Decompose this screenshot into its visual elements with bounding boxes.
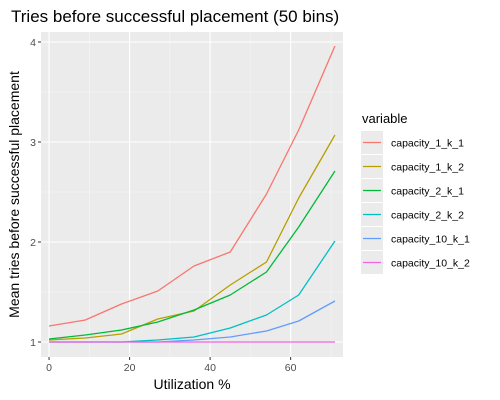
minor-gridlines: [41, 32, 343, 357]
legend-label: capacity_10_k_2: [391, 258, 470, 270]
legend-label: capacity_2_k_1: [391, 186, 464, 198]
x-axis-title: Utilization %: [153, 376, 230, 392]
legend-label: capacity_10_k_1: [391, 234, 470, 246]
legend-item: capacity_10_k_2: [361, 251, 470, 274]
x-tick-label: 0: [46, 362, 52, 374]
series-line-capacity-1-k-1: [48, 45, 336, 327]
legend-item: capacity_2_k_2: [361, 203, 464, 226]
legend-item: capacity_1_k_2: [361, 155, 464, 178]
legend-item: capacity_2_k_1: [361, 179, 464, 202]
y-tick-label: 3: [30, 137, 36, 149]
x-tick-label: 40: [204, 362, 216, 374]
legend-label: capacity_1_k_2: [391, 162, 464, 174]
series-line-capacity-1-k-2: [49, 134, 336, 341]
y-tick-label: 2: [30, 237, 36, 249]
y-tick-label: 4: [30, 37, 36, 49]
x-tick-label: 60: [285, 362, 297, 374]
legend-title: variable: [362, 111, 408, 126]
legend: variable capacity_1_k_1capacity_1_k_2cap…: [361, 111, 470, 274]
legend-label: capacity_1_k_1: [391, 138, 464, 150]
series-line-capacity-2-k-1: [48, 170, 336, 340]
y-axis-title: Mean tries before successful placement: [6, 71, 22, 318]
x-tick-label: 20: [124, 362, 136, 374]
legend-item: capacity_10_k_1: [361, 227, 470, 250]
y-tick-label: 1: [30, 337, 36, 349]
series-lines: [48, 45, 336, 343]
chart-title: Tries before successful placement (50 bi…: [11, 7, 339, 26]
plot-panel: [41, 32, 343, 357]
legend-item: capacity_1_k_1: [361, 131, 464, 154]
legend-items: capacity_1_k_1 capacity_1_k_2 capacity_2_k…: [361, 131, 470, 274]
x-axis-ticks: 0 20 40 60: [46, 357, 297, 374]
legend-label: capacity_2_k_2: [391, 210, 464, 222]
y-axis-ticks: 1 2 3 4: [30, 37, 41, 349]
